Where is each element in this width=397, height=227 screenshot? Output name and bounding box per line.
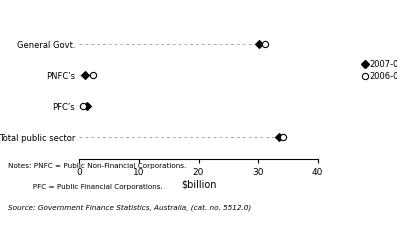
- Text: Source: Government Finance Statistics, Australia, (cat. no. 5512.0): Source: Government Finance Statistics, A…: [8, 204, 251, 211]
- Text: PFC = Public Financial Corporations.: PFC = Public Financial Corporations.: [8, 184, 163, 190]
- X-axis label: $billion: $billion: [181, 180, 216, 190]
- Text: Notes: PNFC = Public Non-Financial Corporations.: Notes: PNFC = Public Non-Financial Corpo…: [8, 163, 186, 169]
- Legend: 2007-08, 2006-07: 2007-08, 2006-07: [362, 60, 397, 81]
